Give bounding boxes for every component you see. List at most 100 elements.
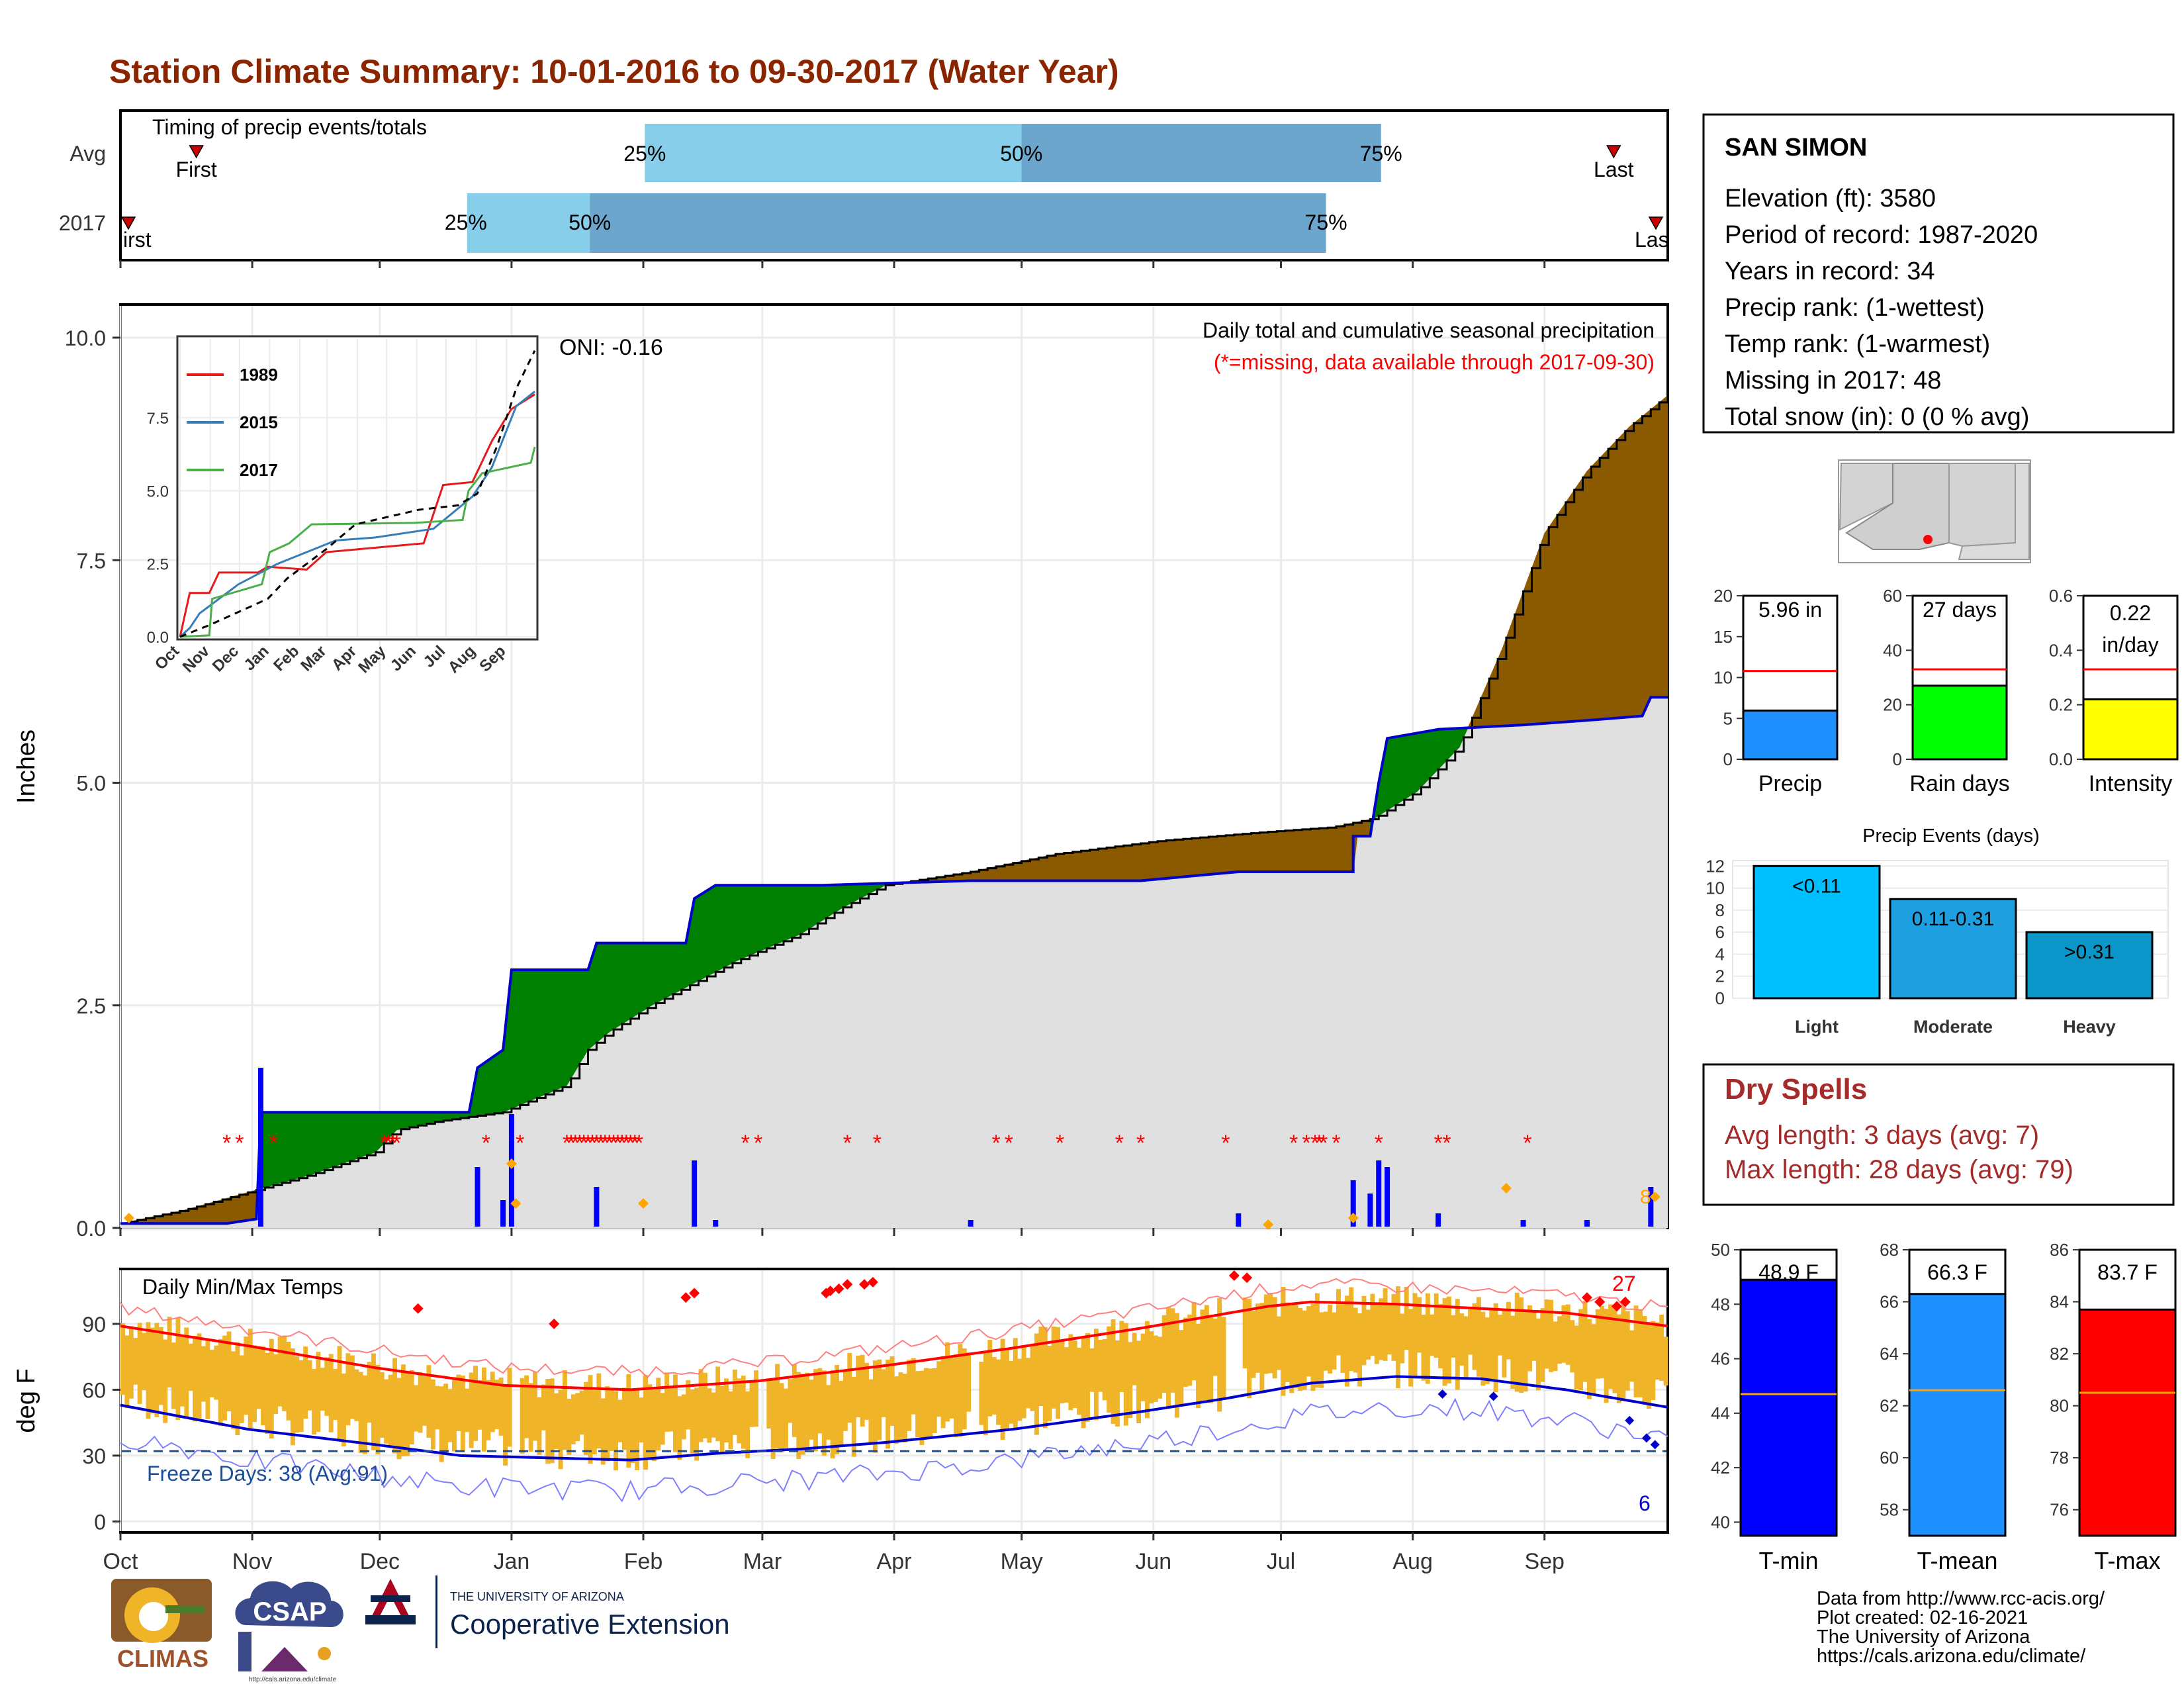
area-2017-above — [1446, 728, 1451, 761]
daily-temp-bar — [1319, 1312, 1324, 1388]
month-tick-label: May — [1001, 1549, 1043, 1574]
daily-temp-bar — [298, 1360, 304, 1432]
area-2017-above — [511, 969, 516, 1109]
daily-temp-bar — [1561, 1305, 1567, 1363]
page-title: Station Climate Summary: 10-01-2016 to 0… — [109, 53, 1119, 90]
avg-pct-label: 75% — [1360, 142, 1402, 165]
area-avg-above — [1616, 435, 1621, 719]
avg-pct-label: 25% — [623, 142, 666, 165]
daily-temp-bar — [1111, 1319, 1116, 1425]
record-marker — [123, 1213, 134, 1223]
daily-temp-bar — [1183, 1317, 1188, 1387]
daily-temp-bar — [179, 1335, 185, 1407]
mini-bar-tick-label: 5 — [1723, 708, 1733, 728]
daily-temp-bar — [775, 1364, 780, 1449]
area-avg-above — [1625, 426, 1630, 718]
daily-temp-bar — [1506, 1301, 1511, 1360]
daily-temp-bar — [651, 1389, 657, 1462]
daily-temp-bar — [290, 1348, 295, 1446]
area-2017-above — [562, 969, 567, 1088]
daily-temp-bar — [520, 1378, 525, 1454]
precip-ylabel: Inches — [13, 729, 40, 804]
area-2017-above — [281, 1111, 287, 1184]
area-2017-above — [545, 969, 551, 1095]
daily-temp-bar — [363, 1375, 368, 1454]
record-high-marker — [412, 1303, 424, 1314]
daily-temp-bar — [392, 1358, 397, 1454]
timing-row-avg: Avg — [69, 142, 106, 165]
area-2017-above — [362, 1111, 367, 1157]
temp-bar-tick-label: 78 — [2050, 1448, 2069, 1468]
daily-temp-bar — [244, 1336, 249, 1415]
area-avg-above — [1582, 470, 1588, 722]
daily-temp-bar — [197, 1333, 202, 1419]
daily-precip-bar — [1435, 1213, 1441, 1227]
area-avg-above — [1565, 495, 1570, 722]
missing-day-marker: * — [617, 1131, 626, 1156]
daily-temp-bar — [809, 1380, 814, 1440]
temp-bar-value-label: 83.7 F — [2097, 1260, 2158, 1284]
area-2017-above — [851, 884, 856, 904]
daily-temp-bar — [996, 1359, 1001, 1425]
daily-temp-bar — [333, 1368, 338, 1421]
daily-temp-bar — [588, 1375, 593, 1464]
events-category-label: Moderate — [1913, 1017, 1993, 1037]
timing-row-2017: 2017 — [59, 211, 106, 235]
daily-temp-bar — [677, 1396, 682, 1460]
record-high-marker — [1619, 1296, 1631, 1307]
area-2017-above — [834, 884, 839, 914]
missing-day-marker: * — [588, 1131, 596, 1156]
mini-bar-tick-label: 15 — [1713, 627, 1733, 647]
area-2017-above — [707, 887, 712, 977]
record-high-marker — [833, 1283, 844, 1294]
daily-temp-bar — [549, 1378, 555, 1464]
area-avg-above — [1629, 422, 1634, 718]
area-2017-above — [367, 1111, 372, 1156]
daily-temp-bar — [1132, 1333, 1137, 1385]
daily-temp-bar — [715, 1366, 721, 1442]
daily-precip-bar — [500, 1200, 506, 1227]
area-2017-above — [723, 884, 729, 968]
daily-temp-bar — [554, 1393, 559, 1449]
area-avg-above — [1599, 453, 1604, 720]
area-avg-above — [1191, 837, 1197, 876]
area-avg-above — [1055, 853, 1060, 881]
daily-temp-bar — [719, 1385, 725, 1452]
daily-temp-bar — [414, 1385, 419, 1432]
daily-temp-bar — [1353, 1307, 1358, 1373]
daily-temp-bar — [1208, 1317, 1214, 1403]
daily-temp-bar — [842, 1370, 848, 1431]
missing-day-marker: * — [1310, 1131, 1319, 1156]
daily-temp-bar — [1281, 1286, 1286, 1396]
daily-temp-bar — [222, 1335, 228, 1421]
missing-day-marker: * — [609, 1131, 617, 1156]
temp-bar-tick-label: 50 — [1711, 1240, 1730, 1260]
daily-temp-bar — [1565, 1304, 1570, 1365]
daily-temp-bar — [260, 1346, 265, 1426]
daily-temp-bar — [987, 1340, 993, 1417]
daily-temp-bar — [1557, 1316, 1562, 1364]
daily-temp-bar — [1531, 1310, 1537, 1361]
month-tick-label: Nov — [232, 1549, 272, 1574]
daily-temp-bar — [1179, 1330, 1184, 1405]
daily-temp-bar — [1400, 1313, 1405, 1364]
mini-bar-category-label: Precip — [1758, 771, 1822, 796]
daily-temp-bar — [1430, 1314, 1435, 1356]
daily-temp-bar — [664, 1372, 670, 1432]
area-avg-above — [1076, 850, 1081, 881]
area-avg-above — [1548, 520, 1553, 724]
inset-series-line — [179, 350, 536, 638]
daily-temp-bar — [923, 1368, 929, 1438]
area-2017-above — [647, 943, 653, 1009]
daily-temp-bar — [741, 1376, 746, 1449]
daily-temp-bar — [324, 1357, 330, 1416]
area-2017-above — [609, 943, 614, 1033]
area-2017-above — [490, 1055, 495, 1115]
daily-temp-bar — [1293, 1305, 1298, 1389]
area-avg-above — [1179, 838, 1184, 878]
area-2017-above — [553, 969, 559, 1092]
daily-temp-bar — [1161, 1315, 1167, 1393]
mini-bar-tick-label: 0 — [1893, 749, 1902, 769]
daily-temp-bar — [936, 1361, 942, 1417]
